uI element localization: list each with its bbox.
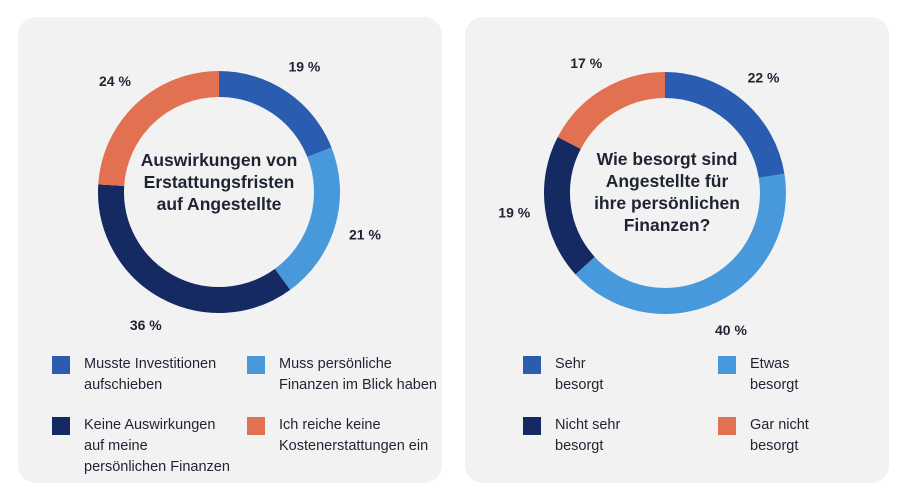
legend-label-line: Sehr [555, 356, 586, 372]
legend-label-line: Gar nicht [750, 417, 809, 433]
donut-chart-reimbursement-impact: 19 % 21 % 36 % 24 % [98, 58, 381, 333]
legend-item-no-impact: Keine Auswirkungen auf meine persönliche… [52, 415, 230, 478]
slice-percent-label: 17 % [570, 55, 602, 71]
legend-item-postponed-investments: Musste Investitionen aufschieben [52, 354, 216, 396]
legend-label-line: besorgt [750, 438, 799, 454]
legend-label-line: auf meine [84, 438, 148, 454]
donut-slice-1 [664, 72, 785, 179]
chart-card-financial-worry: 22 % 40 % 19 % 17 % Wie besorgt sind Angest… [465, 17, 889, 483]
legend-item-not-worried: Gar nicht besorgt [718, 415, 809, 457]
legend-item-watch-finances: Muss persönliche Finanzen im Blick haben [247, 354, 437, 396]
legend-swatch [247, 417, 265, 435]
slice-percent-label: 22 % [748, 69, 780, 85]
legend-swatch [523, 356, 541, 374]
chart-title-line: Auswirkungen von [140, 150, 298, 170]
legend-label-line: Kostenerstattungen ein [279, 438, 429, 454]
chart-title-reimbursement-impact: Auswirkungen von Erstattungsfristen auf … [129, 149, 309, 215]
chart-title-line: Finanzen? [623, 215, 711, 235]
chart-title-financial-worry: Wie besorgt sind Angestellte für ihre pe… [577, 148, 757, 236]
legend-label-line: besorgt [555, 438, 604, 454]
slice-percent-label: 19 % [288, 58, 320, 74]
slice-percent-label: 36 % [130, 317, 162, 333]
donut-slice-4 [98, 71, 220, 187]
slice-percent-label: 21 % [349, 226, 381, 242]
legend-label-line: besorgt [555, 377, 604, 393]
chart-title-line: Wie besorgt sind [596, 149, 738, 169]
donut-slice-4 [557, 72, 666, 150]
legend-swatch [718, 417, 736, 435]
legend-label: Sehr besorgt [555, 354, 603, 396]
legend-swatch [52, 356, 70, 374]
slice-percent-label: 40 % [715, 322, 747, 338]
chart-title-line: Angestellte für [605, 171, 729, 191]
legend-label-line: aufschieben [84, 377, 163, 393]
legend-label: Keine Auswirkungen auf meine persönliche… [84, 415, 230, 478]
legend-item-no-reimbursements: Ich reiche keine Kostenerstattungen ein [247, 415, 428, 457]
donut-slice-1 [218, 71, 332, 158]
legend-swatch [247, 356, 265, 374]
legend-label-line: Muss persönliche [279, 356, 392, 372]
legend-label-line: Ich reiche keine [279, 417, 381, 433]
donut-slice-2 [274, 147, 340, 290]
donut-slice-3 [98, 184, 291, 313]
chart-card-reimbursement-impact: 19 % 21 % 36 % 24 % Auswirkungen von Erstat… [18, 17, 442, 483]
legend-label-line: Keine Auswirkungen [84, 417, 216, 433]
legend-label: Gar nicht besorgt [750, 415, 809, 457]
legend-label-line: Finanzen im Blick haben [279, 377, 437, 393]
chart-title-line: Erstattungsfristen [143, 172, 295, 192]
legend-label-line: besorgt [750, 377, 799, 393]
donut-slice-2 [575, 173, 786, 314]
legend-item-very-worried: Sehr besorgt [523, 354, 603, 396]
donut-slice-3 [544, 137, 595, 275]
legend-swatch [523, 417, 541, 435]
legend-item-not-very-worried: Nicht sehr besorgt [523, 415, 620, 457]
legend-item-somewhat-worried: Etwas besorgt [718, 354, 798, 396]
slice-percent-label: 19 % [498, 204, 530, 220]
legend-label: Musste Investitionen aufschieben [84, 354, 216, 396]
chart-title-line: auf Angestellte [156, 194, 282, 214]
donut-chart-financial-worry: 22 % 40 % 19 % 17 % [498, 55, 786, 338]
legend-swatch [52, 417, 70, 435]
legend-label-line: Nicht sehr [555, 417, 621, 433]
legend-label: Ich reiche keine Kostenerstattungen ein [279, 415, 428, 457]
legend-label-line: Musste Investitionen [84, 356, 217, 372]
legend-label: Etwas besorgt [750, 354, 798, 396]
slice-percent-label: 24 % [99, 73, 131, 89]
legend-label: Nicht sehr besorgt [555, 415, 620, 457]
legend-label: Muss persönliche Finanzen im Blick haben [279, 354, 437, 396]
legend-label-line: Etwas [750, 356, 790, 372]
legend-swatch [718, 356, 736, 374]
legend-label-line: persönlichen Finanzen [84, 459, 230, 475]
chart-title-line: ihre persönlichen [594, 193, 740, 213]
